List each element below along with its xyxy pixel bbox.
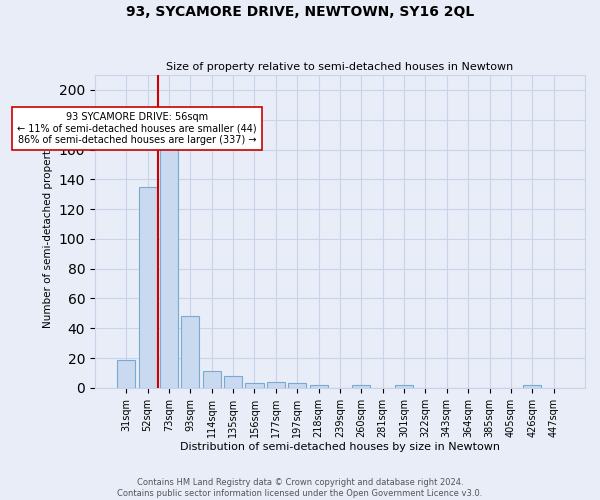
Bar [310, 385, 328, 388]
X-axis label: Distribution of semi-detached houses by size in Newtown: Distribution of semi-detached houses by … [180, 442, 500, 452]
Bar [139, 187, 157, 388]
Bar [523, 385, 541, 388]
Text: 93, SYCAMORE DRIVE, NEWTOWN, SY16 2QL: 93, SYCAMORE DRIVE, NEWTOWN, SY16 2QL [126, 5, 474, 19]
Text: 93 SYCAMORE DRIVE: 56sqm
← 11% of semi-detached houses are smaller (44)
86% of s: 93 SYCAMORE DRIVE: 56sqm ← 11% of semi-d… [17, 112, 257, 146]
Bar [181, 316, 199, 388]
Bar [117, 360, 136, 388]
Y-axis label: Number of semi-detached properties: Number of semi-detached properties [43, 135, 53, 328]
Bar [288, 384, 307, 388]
Bar [160, 145, 178, 388]
Bar [245, 384, 263, 388]
Bar [267, 382, 285, 388]
Bar [352, 385, 370, 388]
Bar [395, 385, 413, 388]
Title: Size of property relative to semi-detached houses in Newtown: Size of property relative to semi-detach… [166, 62, 514, 72]
Bar [224, 376, 242, 388]
Bar [203, 372, 221, 388]
Text: Contains HM Land Registry data © Crown copyright and database right 2024.
Contai: Contains HM Land Registry data © Crown c… [118, 478, 482, 498]
